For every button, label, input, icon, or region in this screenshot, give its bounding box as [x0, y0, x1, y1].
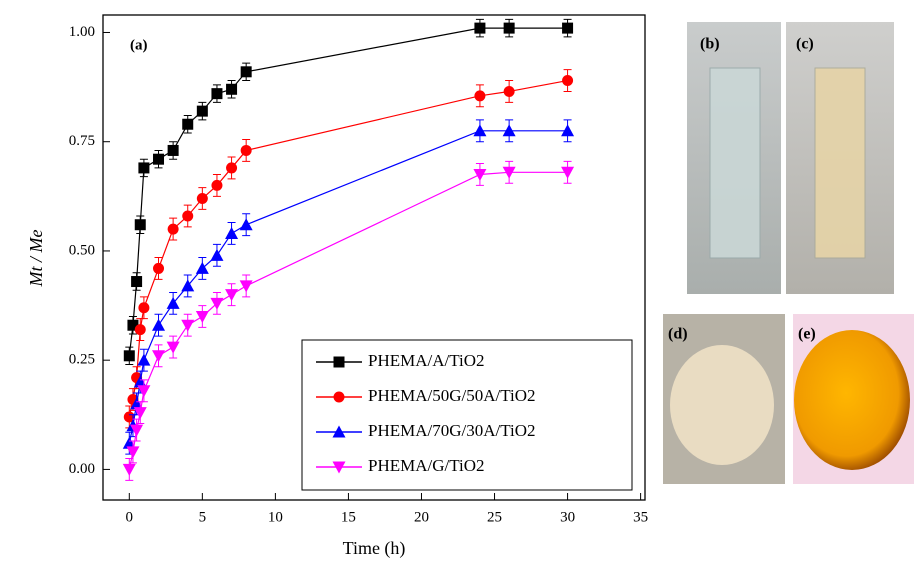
marker: [502, 124, 516, 137]
marker: [153, 153, 165, 165]
legend-label: PHEMA/G/TiO2: [368, 456, 485, 475]
marker: [166, 296, 180, 309]
marker: [210, 297, 224, 310]
marker: [561, 124, 575, 137]
marker: [134, 324, 146, 336]
marker: [195, 261, 209, 274]
photo-label: (d): [668, 326, 688, 343]
marker: [181, 319, 195, 332]
marker: [562, 75, 574, 87]
x-tick-label: 20: [414, 509, 429, 525]
marker: [152, 318, 166, 331]
x-tick-label: 30: [560, 509, 575, 525]
marker: [332, 425, 346, 438]
y-tick-label: 1.00: [69, 24, 95, 40]
marker: [137, 353, 151, 366]
x-tick-label: 10: [268, 509, 283, 525]
marker: [333, 391, 345, 403]
marker: [225, 289, 239, 302]
x-tick-label: 35: [633, 509, 648, 525]
marker: [211, 179, 223, 191]
y-tick-label: 0.00: [69, 461, 95, 477]
marker: [562, 22, 574, 34]
marker: [333, 356, 345, 368]
marker: [332, 461, 346, 474]
marker: [152, 350, 166, 363]
photo-e: (e): [793, 314, 914, 484]
marker: [225, 226, 239, 239]
y-tick-label: 0.25: [69, 352, 95, 368]
marker: [137, 385, 151, 398]
marker: [474, 22, 486, 34]
marker: [561, 166, 575, 179]
marker: [240, 66, 252, 78]
marker: [473, 168, 487, 181]
marker: [181, 279, 195, 292]
series-line: [128, 27, 568, 356]
marker: [182, 210, 194, 222]
marker: [195, 310, 209, 323]
marker: [239, 280, 253, 293]
marker: [226, 162, 238, 174]
photo-d: (d): [663, 314, 785, 484]
marker: [138, 162, 150, 174]
marker: [133, 407, 147, 420]
legend-label: PHEMA/50G/50A/TiO2: [368, 386, 536, 405]
marker: [138, 302, 150, 314]
y-axis-label: Mt / Me: [26, 230, 46, 288]
marker: [134, 219, 146, 231]
photo-c: (c): [786, 22, 894, 294]
marker: [153, 262, 165, 274]
marker: [196, 105, 208, 117]
marker: [502, 166, 516, 179]
marker: [473, 124, 487, 137]
legend: PHEMA/A/TiO2 PHEMA/50G/50A/TiO2 PHEMA/70G/…: [301, 339, 633, 491]
plot-frame: [102, 14, 646, 501]
photo-label: (c): [796, 36, 814, 53]
marker: [182, 118, 194, 130]
marker: [126, 446, 140, 459]
panel-label: (a): [130, 37, 148, 53]
x-tick-label: 15: [341, 509, 356, 525]
marker: [122, 463, 136, 476]
marker: [474, 90, 486, 102]
marker: [123, 350, 135, 362]
y-tick-label: 0.50: [69, 242, 95, 258]
marker: [131, 276, 143, 288]
x-tick-label: 0: [126, 509, 134, 525]
photo-label: (e): [798, 326, 816, 343]
marker: [166, 341, 180, 354]
marker: [239, 218, 253, 231]
marker: [226, 83, 238, 95]
x-axis-label: Time (h): [343, 538, 406, 559]
photo-b: (b): [687, 22, 781, 294]
x-tick-label: 5: [199, 509, 207, 525]
marker: [167, 223, 179, 235]
photo-label: (b): [700, 36, 720, 53]
marker: [210, 248, 224, 261]
legend-label: PHEMA/A/TiO2: [368, 351, 485, 370]
marker: [130, 424, 144, 437]
marker: [127, 319, 139, 331]
legend-box: [301, 339, 633, 491]
marker: [503, 22, 515, 34]
marker: [503, 85, 515, 97]
y-tick-label: 0.75: [69, 133, 95, 149]
marker: [240, 144, 252, 156]
marker: [167, 144, 179, 156]
marker: [196, 193, 208, 205]
marker: [211, 88, 223, 100]
x-tick-label: 25: [487, 509, 502, 525]
legend-label: PHEMA/70G/30A/TiO2: [368, 421, 536, 440]
marker: [123, 411, 135, 423]
